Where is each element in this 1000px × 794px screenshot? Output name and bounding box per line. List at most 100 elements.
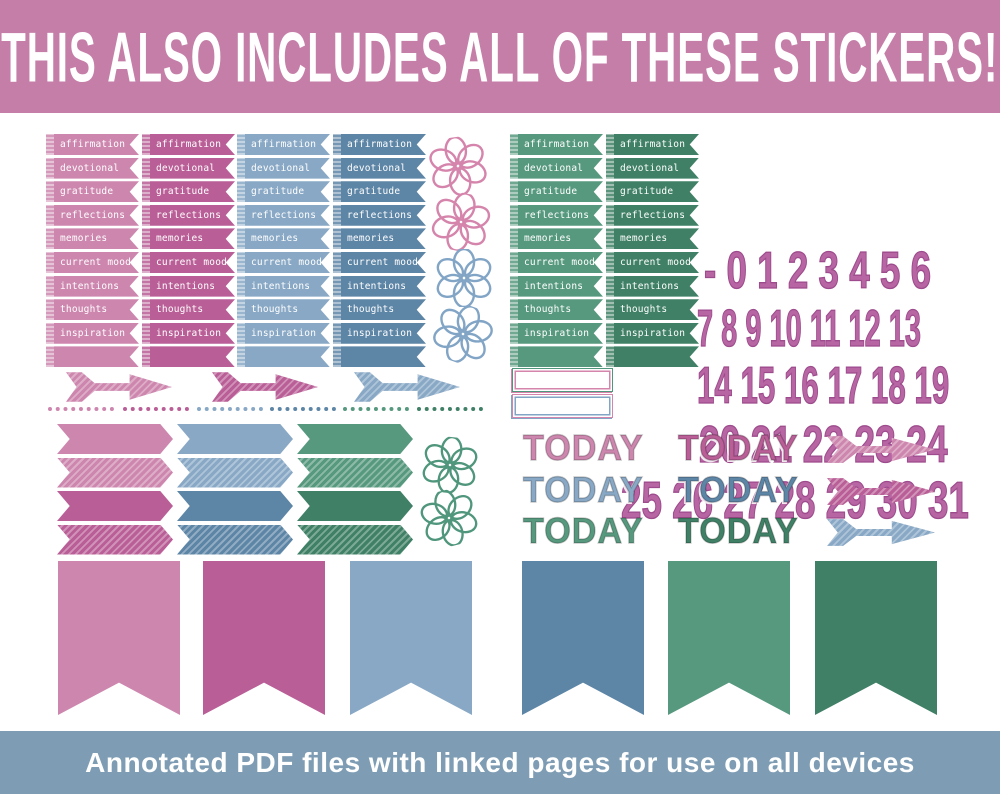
flag-edge-strip: [510, 322, 518, 344]
label-flag: thoughts: [606, 299, 699, 321]
label-flag: reflections: [46, 204, 139, 226]
flag-edge-strip: [510, 275, 518, 297]
label-flag: intentions: [142, 275, 235, 297]
label-flag: devotional: [142, 157, 235, 179]
today-sticker: TODAY: [677, 427, 799, 468]
flag-edge-strip: [46, 346, 54, 368]
flag-label: inspiration: [524, 327, 590, 339]
flag-edge-strip: [237, 322, 245, 344]
label-flag: thoughts: [142, 299, 235, 321]
label-flag: current mood: [46, 252, 139, 273]
flag-edge-strip: [237, 134, 245, 155]
blank-label-box: [512, 394, 613, 418]
flag-label: reflections: [620, 209, 686, 221]
flag-edge-strip: [46, 134, 54, 155]
flag-label: inspiration: [251, 327, 317, 339]
flag-label: current mood: [620, 257, 692, 268]
flag-label: thoughts: [347, 304, 395, 316]
flag-label: gratitude: [620, 186, 674, 198]
flag-label: intentions: [251, 280, 311, 292]
flag-edge-strip: [46, 228, 54, 250]
pennant-flag-sticker: [668, 561, 790, 715]
flag-edge-strip: [333, 299, 341, 321]
label-flag: gratitude: [46, 181, 139, 203]
flag-edge-strip: [142, 204, 150, 226]
flag-label: reflections: [524, 209, 590, 221]
chevron-sticker: [297, 491, 413, 521]
flag-edge-strip: [46, 157, 54, 179]
dot-divider: [197, 407, 263, 411]
arrow-sticker: [212, 372, 318, 402]
flag-edge-strip: [333, 252, 341, 273]
flag-edge-strip: [333, 228, 341, 250]
title-banner-text: THIS ALSO INCLUDES ALL OF THESE STICKERS…: [1, 16, 999, 97]
label-flag: memories: [606, 228, 699, 250]
sticker-sheet: - 0 1 2 3 4 5 6 7 8 9 10 11 12 13 14 15 …: [0, 113, 1000, 731]
label-flag: affirmation: [606, 134, 699, 155]
label-flag: memories: [510, 228, 603, 250]
label-flag: [333, 346, 426, 368]
chevron-sticker: [177, 491, 293, 521]
flag-edge-strip: [333, 322, 341, 344]
label-flag: gratitude: [142, 181, 235, 203]
flag-edge-strip: [46, 322, 54, 344]
label-flag: current mood: [606, 252, 699, 273]
flag-edge-strip: [46, 275, 54, 297]
label-flag: current mood: [510, 252, 603, 273]
footer-banner-text: Annotated PDF files with linked pages fo…: [85, 746, 915, 778]
flag-edge-strip: [142, 322, 150, 344]
dot-divider: [343, 407, 409, 411]
label-flag: [510, 346, 603, 368]
flag-label: intentions: [524, 280, 584, 292]
chevron-sticker: [177, 424, 293, 454]
flag-edge-strip: [142, 346, 150, 368]
label-flag: affirmation: [510, 134, 603, 155]
today-sticker: TODAY: [522, 469, 644, 510]
title-banner: THIS ALSO INCLUDES ALL OF THESE STICKERS…: [0, 0, 1000, 113]
flag-label: inspiration: [347, 327, 413, 339]
flag-label: reflections: [156, 209, 222, 221]
flag-label: intentions: [156, 280, 216, 292]
flower-icon: [427, 188, 496, 257]
flower-svg: [436, 247, 492, 309]
label-flag: intentions: [510, 275, 603, 297]
arrow-sticker: [66, 372, 172, 402]
flag-edge-strip: [142, 228, 150, 250]
label-flag: thoughts: [46, 299, 139, 321]
flag-edge-strip: [510, 252, 518, 273]
flag-label: devotional: [347, 162, 407, 174]
flag-label: thoughts: [524, 304, 572, 316]
label-flag: [237, 346, 330, 368]
flag-label: current mood: [524, 257, 596, 268]
flag-label: thoughts: [156, 304, 204, 316]
dot-divider: [417, 407, 483, 411]
label-flag: current mood: [333, 252, 426, 273]
flag-edge-strip: [333, 157, 341, 179]
label-flag: devotional: [46, 157, 139, 179]
flag-edge-strip: [510, 157, 518, 179]
flag-label: affirmation: [620, 139, 686, 150]
flag-label: current mood: [156, 257, 228, 268]
flag-edge-strip: [333, 181, 341, 203]
flag-edge-strip: [142, 275, 150, 297]
flag-edge-strip: [606, 252, 614, 273]
flag-edge-strip: [237, 346, 245, 368]
chevron-sticker: [297, 424, 413, 454]
label-flag: memories: [333, 228, 426, 250]
label-flag: [606, 346, 699, 368]
chevron-sticker: [57, 491, 173, 521]
flag-edge-strip: [606, 228, 614, 250]
label-flag: affirmation: [237, 134, 330, 155]
label-flag: memories: [237, 228, 330, 250]
flag-edge-strip: [606, 322, 614, 344]
footer-banner: Annotated PDF files with linked pages fo…: [0, 731, 1000, 794]
flag-label: gratitude: [60, 186, 114, 198]
flag-label: devotional: [251, 162, 311, 174]
flag-label: affirmation: [60, 139, 126, 150]
flag-label: thoughts: [60, 304, 108, 316]
chevron-sticker: [297, 457, 413, 488]
flag-label: devotional: [620, 162, 680, 174]
flag-edge-strip: [510, 204, 518, 226]
flag-label: reflections: [347, 209, 413, 221]
label-flag: gratitude: [510, 181, 603, 203]
